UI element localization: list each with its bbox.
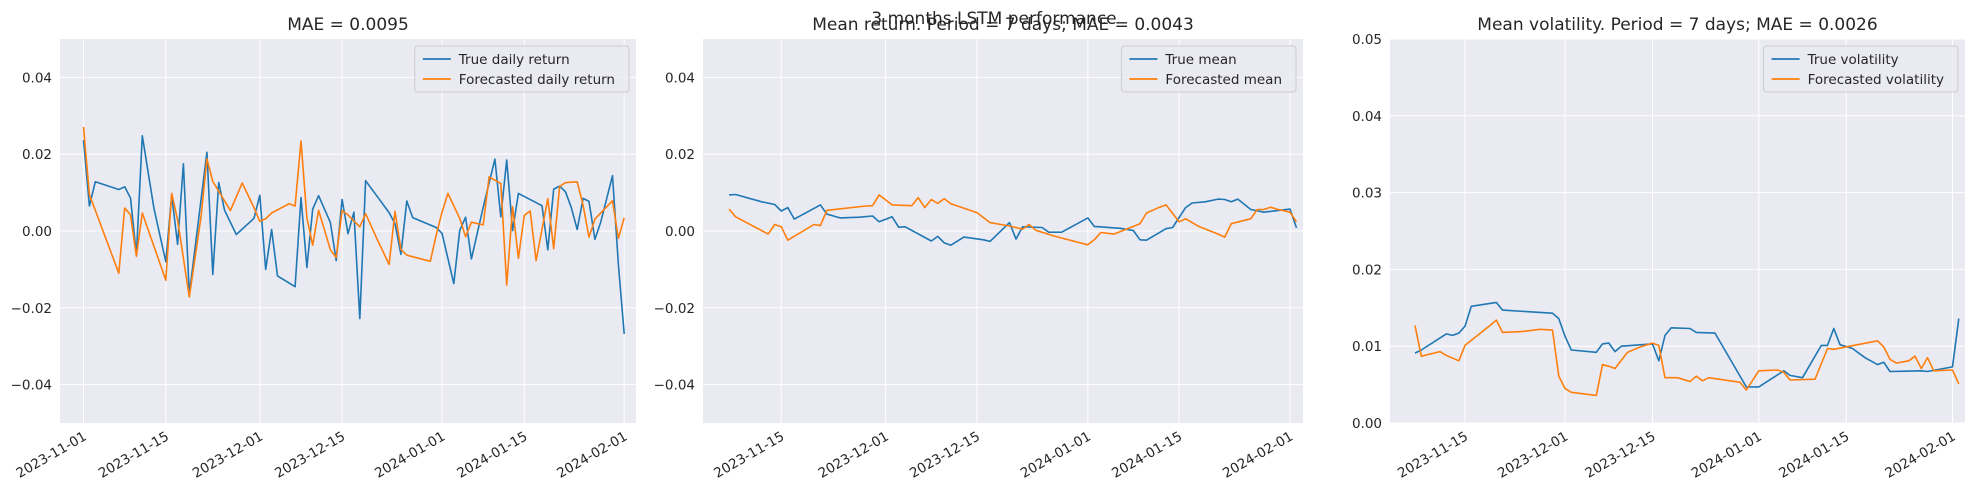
legend-box	[1120, 45, 1297, 93]
x-tick-label: 2023-12-01	[1495, 429, 1571, 482]
series-line-forecasted-daily-return	[82, 126, 625, 298]
x-tick-label: 2024-02-01	[1883, 429, 1959, 482]
legend-box	[414, 45, 630, 93]
subplot-title: MAE = 0.0095	[287, 15, 409, 35]
plot-area	[1390, 39, 1965, 423]
y-tick-label: −0.02	[654, 301, 695, 317]
series-line-true-daily-return	[82, 135, 625, 334]
legend-box	[1763, 45, 1959, 93]
subplot-3: 0.00 0.01 0.02 0.03 0.04 0.05 2023-11-15 2023-1…	[1352, 15, 1965, 482]
figure-title: 3 months LSTM performance	[871, 9, 1116, 29]
y-tick-label: −0.04	[11, 378, 52, 394]
y-tick-label: 0.04	[22, 70, 52, 86]
x-tick-label: 2023-12-15	[907, 429, 983, 482]
x-tick-label: 2023-12-15	[1583, 429, 1659, 482]
x-tick-label: 2024-01-15	[454, 429, 530, 482]
subplot-title: Mean return. Period = 7 days; MAE = 0.00…	[812, 15, 1194, 35]
y-tick-label: 0.00	[1352, 416, 1382, 432]
legend-label: True volatility	[1807, 52, 1899, 68]
y-tick-label: 0.02	[665, 147, 695, 163]
x-tick-label: 2023-12-01	[816, 429, 892, 482]
x-tick-label: 2024-01-01	[372, 429, 448, 482]
subplot-1: −0.04 −0.02 0.00 0.02 0.04 2023-11-01 2023-11-…	[11, 15, 636, 482]
x-tick-label: 2023-11-01	[14, 429, 90, 482]
y-tick-label: 0.00	[665, 224, 695, 240]
y-tick-label: 0.04	[665, 70, 695, 86]
x-tick-label: 2024-01-01	[1689, 429, 1765, 482]
y-tick-label: 0.02	[1352, 262, 1382, 278]
series-line-forecasted-mean	[728, 194, 1298, 246]
legend-label: True mean	[1164, 52, 1236, 68]
legend-label: Forecasted mean	[1165, 72, 1282, 88]
y-tick-label: −0.04	[654, 378, 695, 394]
x-tick-label: 2023-12-15	[272, 429, 348, 482]
legend: True daily return Forecasted daily return	[414, 45, 630, 93]
y-tick-label: 0.03	[1352, 186, 1382, 202]
y-tick-label: 0.01	[1352, 339, 1382, 355]
legend-label: True daily return	[458, 52, 570, 68]
legend: True volatility Forecasted volatility	[1763, 45, 1959, 93]
x-tick-label: 2024-02-01	[554, 429, 630, 482]
series-line-forecasted-volatility	[1414, 319, 1960, 397]
x-tick-label: 2023-12-01	[190, 429, 266, 482]
x-tick-label: 2023-11-15	[1395, 429, 1471, 482]
x-tick-label: 2024-01-01	[1018, 429, 1094, 482]
y-tick-label: 0.02	[22, 147, 52, 163]
y-tick-label: 0.00	[22, 224, 52, 240]
legend-label: Forecasted daily return	[459, 72, 615, 88]
y-tick-label: 0.04	[1352, 109, 1382, 125]
legend-label: Forecasted volatility	[1808, 72, 1944, 88]
y-tick-label: 0.05	[1352, 32, 1382, 48]
subplot-title: Mean volatility. Period = 7 days; MAE = …	[1477, 15, 1877, 35]
legend: True mean Forecasted mean	[1120, 45, 1297, 93]
x-tick-label: 2023-11-15	[96, 429, 172, 482]
y-tick-label: −0.02	[11, 301, 52, 317]
x-tick-label: 2024-01-15	[1776, 429, 1852, 482]
series-line-true-volatility	[1414, 301, 1960, 388]
x-tick-label: 2023-11-15	[711, 429, 787, 482]
x-tick-label: 2024-01-15	[1109, 429, 1185, 482]
x-tick-label: 2024-02-01	[1220, 429, 1296, 482]
subplot-2: −0.04 −0.02 0.00 0.02 0.04 2023-11-15 2023-12-…	[654, 15, 1303, 482]
